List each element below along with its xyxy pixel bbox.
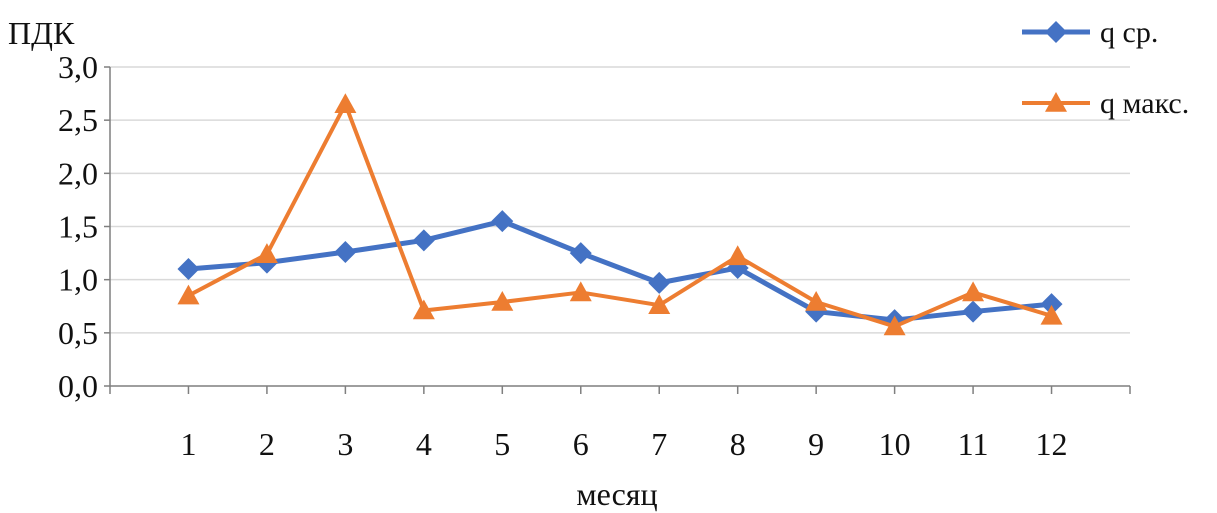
legend-item-1: q ср. bbox=[1022, 16, 1158, 49]
data-point bbox=[491, 210, 513, 232]
x-tick-label: 11 bbox=[958, 426, 989, 462]
legend-item-2: q макс. bbox=[1022, 87, 1189, 120]
y-tick-label: 1,0 bbox=[58, 262, 98, 298]
x-tick-label: 10 bbox=[879, 426, 911, 462]
data-point bbox=[962, 301, 984, 323]
legend: q ср. q макс. bbox=[1022, 16, 1189, 120]
y-axis-label: ПДК bbox=[8, 15, 75, 51]
y-tick-label: 1,5 bbox=[58, 209, 98, 245]
series-group bbox=[177, 93, 1062, 335]
series-line bbox=[188, 104, 1051, 326]
y-tick-label: 0,0 bbox=[58, 368, 98, 404]
x-tick-label: 1 bbox=[180, 426, 196, 462]
data-point bbox=[570, 281, 592, 301]
x-tick-label: 12 bbox=[1036, 426, 1068, 462]
y-tick-label: 2,0 bbox=[58, 155, 98, 191]
data-point bbox=[962, 281, 984, 301]
data-point bbox=[413, 229, 435, 251]
x-tick-label: 2 bbox=[259, 426, 275, 462]
data-point bbox=[570, 242, 592, 264]
data-point bbox=[334, 93, 356, 113]
x-tick-label: 4 bbox=[416, 426, 432, 462]
x-tick-label: 7 bbox=[651, 426, 667, 462]
y-tick-labels: 0,0 0,5 1,0 1,5 2,0 2,5 3,0 bbox=[58, 49, 98, 404]
y-tick-label: 3,0 bbox=[58, 49, 98, 85]
x-tick-label: 6 bbox=[573, 426, 589, 462]
legend-label: q ср. bbox=[1100, 16, 1158, 49]
series-line bbox=[188, 221, 1051, 320]
x-tick-label: 3 bbox=[337, 426, 353, 462]
x-tick-label: 5 bbox=[494, 426, 510, 462]
axes bbox=[104, 67, 1130, 394]
data-point bbox=[805, 291, 827, 311]
y-tick-label: 2,5 bbox=[58, 102, 98, 138]
data-point bbox=[727, 245, 749, 265]
series-2 bbox=[177, 93, 1062, 335]
legend-marker bbox=[1045, 21, 1067, 43]
data-point bbox=[648, 272, 670, 294]
x-tick-label: 9 bbox=[808, 426, 824, 462]
x-tick-label: 8 bbox=[730, 426, 746, 462]
x-tick-labels: 1 2 3 4 5 6 7 8 9 10 11 12 bbox=[180, 426, 1067, 462]
data-point bbox=[177, 258, 199, 280]
data-point bbox=[177, 285, 199, 305]
legend-label: q макс. bbox=[1100, 87, 1189, 120]
data-point bbox=[334, 241, 356, 263]
data-point bbox=[256, 243, 278, 263]
y-tick-label: 0,5 bbox=[58, 315, 98, 351]
x-axis-label: месяц bbox=[576, 476, 657, 512]
